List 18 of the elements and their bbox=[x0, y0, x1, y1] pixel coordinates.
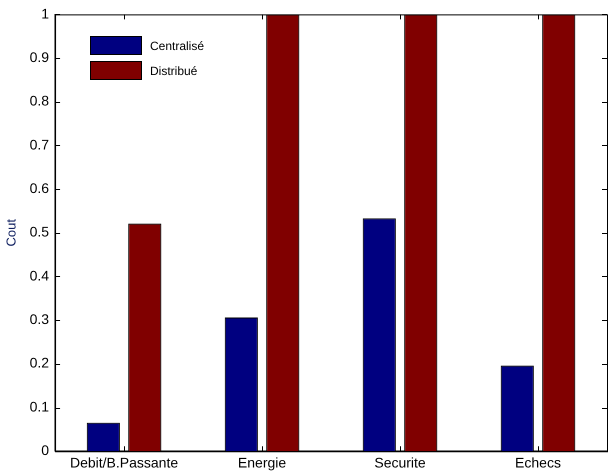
x-tick-label: Debit/B.Passante bbox=[70, 454, 178, 470]
y-tick-label: 0.1 bbox=[30, 398, 50, 414]
y-axis-title: Cout bbox=[3, 218, 18, 247]
y-tick-label: 0 bbox=[41, 442, 50, 458]
y-tick-label: 0.9 bbox=[30, 48, 50, 65]
y-tick-label: 0.4 bbox=[30, 267, 50, 284]
y-tick-label: 1 bbox=[41, 5, 50, 22]
y-tick-label: 0.6 bbox=[30, 180, 50, 196]
x-tick-label: Energie bbox=[238, 454, 286, 470]
x-tick-label: Securite bbox=[374, 454, 426, 470]
y-tick-label: 0.8 bbox=[30, 92, 50, 109]
legend-label: Distribué bbox=[150, 64, 198, 78]
y-tick-label: 0.5 bbox=[30, 224, 50, 240]
y-tick-label: 0.2 bbox=[30, 354, 50, 371]
x-tick-label: Echecs bbox=[515, 454, 561, 470]
legend-label: Centralisé bbox=[150, 38, 204, 52]
y-tick-label: 0.7 bbox=[30, 136, 50, 152]
y-tick-label: 0.3 bbox=[30, 311, 50, 328]
